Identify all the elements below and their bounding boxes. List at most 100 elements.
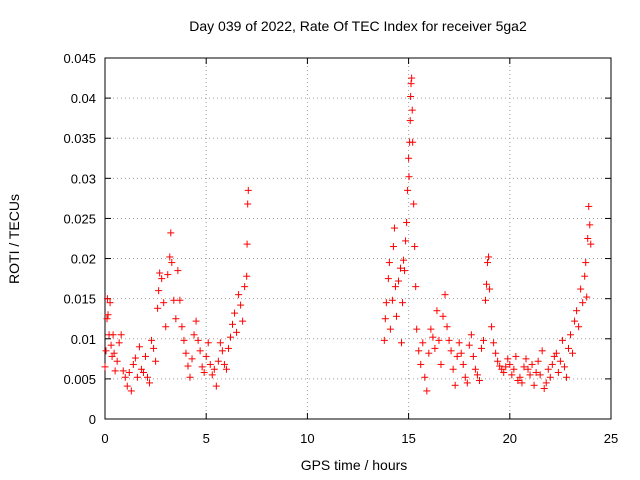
data-point xyxy=(530,381,538,389)
data-point xyxy=(445,336,453,344)
data-point xyxy=(243,240,251,248)
data-point xyxy=(103,295,111,303)
data-point xyxy=(398,339,406,347)
data-point xyxy=(125,368,133,376)
data-point xyxy=(404,186,412,194)
data-point xyxy=(526,371,534,379)
data-point xyxy=(581,272,589,280)
data-point xyxy=(164,271,172,279)
data-point xyxy=(556,357,564,365)
x-axis-label: GPS time / hours xyxy=(301,457,408,473)
data-point xyxy=(155,287,163,295)
data-point xyxy=(210,365,218,373)
data-point xyxy=(110,349,118,357)
data-point xyxy=(381,315,389,323)
data-point xyxy=(583,293,591,301)
data-point xyxy=(212,382,220,390)
data-point xyxy=(235,291,243,299)
data-point xyxy=(218,347,226,355)
data-point xyxy=(113,357,121,365)
data-point xyxy=(237,301,245,309)
data-point xyxy=(532,368,540,376)
data-point xyxy=(231,309,239,317)
data-point xyxy=(156,269,164,277)
data-point xyxy=(206,360,214,368)
data-point xyxy=(168,259,176,267)
data-point xyxy=(482,296,490,304)
data-point xyxy=(190,331,198,339)
data-point xyxy=(441,291,449,299)
data-point xyxy=(129,360,137,368)
chart-title: Day 039 of 2022, Rate Of TEC Index for r… xyxy=(189,18,527,34)
data-point xyxy=(492,349,500,357)
data-point xyxy=(471,365,479,373)
data-point xyxy=(158,275,166,283)
y-axis-label: ROTI / TECUs xyxy=(6,194,22,284)
data-point xyxy=(488,323,496,331)
data-point xyxy=(184,362,192,370)
data-point xyxy=(586,221,594,229)
data-point xyxy=(459,360,467,368)
data-point xyxy=(214,357,222,365)
data-point xyxy=(233,328,241,336)
data-point xyxy=(102,347,110,355)
data-point xyxy=(540,385,548,393)
data-point xyxy=(390,224,398,232)
data-point xyxy=(119,367,127,375)
x-tick-label: 25 xyxy=(604,431,618,446)
data-point xyxy=(494,357,502,365)
data-point xyxy=(167,229,175,237)
data-point xyxy=(443,323,451,331)
data-point xyxy=(582,259,590,267)
data-point xyxy=(106,299,114,307)
data-point xyxy=(504,355,512,363)
y-tick-label: 0 xyxy=(89,412,96,427)
data-point xyxy=(423,387,431,395)
data-point xyxy=(490,339,498,347)
data-point xyxy=(399,299,407,307)
data-point xyxy=(194,336,202,344)
data-point xyxy=(384,275,392,283)
data-point xyxy=(109,331,117,339)
data-point xyxy=(562,373,570,381)
data-point xyxy=(437,360,445,368)
data-point xyxy=(579,299,587,307)
data-point xyxy=(160,299,168,307)
data-point xyxy=(216,339,224,347)
data-point xyxy=(413,325,421,333)
data-point xyxy=(186,373,194,381)
data-point xyxy=(584,235,592,242)
data-point xyxy=(397,264,405,272)
data-point xyxy=(380,336,388,344)
data-point xyxy=(457,349,465,357)
data-point xyxy=(564,344,572,352)
data-point xyxy=(536,371,544,379)
data-point xyxy=(538,347,546,355)
x-tick-label: 0 xyxy=(101,431,108,446)
data-point xyxy=(552,349,560,357)
plot-frame xyxy=(104,57,612,420)
data-point xyxy=(402,237,410,245)
data-point xyxy=(244,186,252,194)
data-point xyxy=(500,368,508,376)
data-point xyxy=(516,373,524,381)
data-point xyxy=(400,256,408,264)
data-point xyxy=(406,117,414,125)
data-point xyxy=(121,373,129,381)
data-point xyxy=(520,363,528,371)
data-point xyxy=(465,341,473,349)
data-point xyxy=(226,333,234,341)
y-tick-label: 0.015 xyxy=(63,292,96,307)
data-point xyxy=(410,200,418,208)
data-point xyxy=(150,344,158,352)
data-point xyxy=(431,344,439,352)
data-point xyxy=(394,277,402,285)
data-point xyxy=(585,202,593,210)
data-point xyxy=(485,253,493,261)
data-point xyxy=(244,200,252,208)
data-point xyxy=(427,325,435,333)
y-tick-label: 0.01 xyxy=(71,332,96,347)
data-point xyxy=(139,368,147,376)
data-point xyxy=(558,336,566,344)
